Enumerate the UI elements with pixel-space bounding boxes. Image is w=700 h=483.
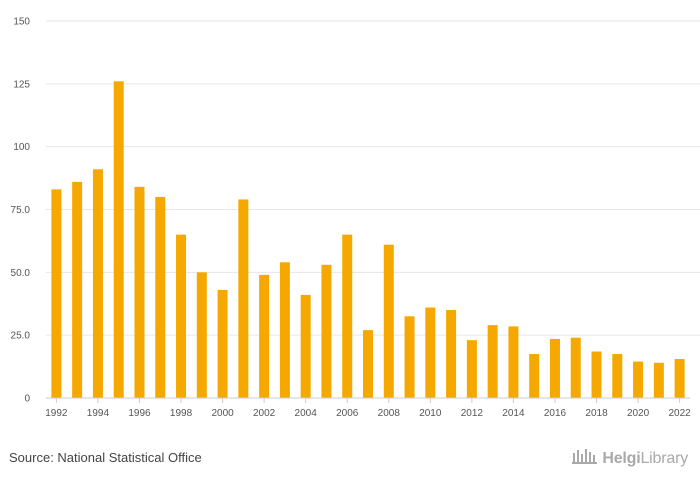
bar-2003[interactable] [279,262,290,398]
x-tick-label: 1996 [128,408,151,419]
bar-1998[interactable] [176,234,187,398]
bar-2021[interactable] [653,362,664,398]
bar-2007[interactable] [363,330,373,398]
x-tick-label: 1998 [170,408,193,419]
helgilibrary-logo-icon [572,447,598,470]
y-tick-label: 0 [24,394,30,405]
y-tick-label: 100 [13,142,30,153]
bar-2010[interactable] [425,307,436,398]
x-tick-label: 2022 [668,408,691,419]
bar-2005[interactable] [321,264,332,398]
x-tick-label: 2010 [419,408,442,419]
bar-1992[interactable] [51,189,62,398]
x-tick-label: 1992 [45,408,68,419]
x-tick-label: 1994 [87,408,110,419]
bar-2004[interactable] [300,294,311,398]
x-tick-label: 2006 [336,408,359,419]
bar-2000[interactable] [217,289,228,398]
x-tick-label: 2012 [461,408,484,419]
x-tick-label: 2018 [585,408,608,419]
y-tick-label: 75.0 [11,205,31,216]
bar-2001[interactable] [238,199,249,398]
bar-1999[interactable] [196,272,207,398]
x-tick-label: 2000 [211,408,234,419]
bar-1993[interactable] [72,181,83,398]
bar-2017[interactable] [570,337,581,398]
y-tick-label: 50.0 [11,268,31,279]
bar-chart: 0 25.0 50.0 75.0 100 125 150 1992 1994 1996 1998 2… [11,17,700,419]
bar-1995[interactable] [113,81,124,398]
bar-2014[interactable] [508,326,519,398]
bar-1994[interactable] [92,169,103,398]
bar-2019[interactable] [612,354,623,398]
bar-2002[interactable] [259,274,270,398]
x-tick-label: 2014 [502,408,525,419]
bar-2011[interactable] [446,310,457,398]
bar-1996[interactable] [134,186,145,398]
gridlines [46,20,700,336]
x-tick-label: 2002 [253,408,276,419]
y-axis-ticks: 0 25.0 50.0 75.0 100 125 150 [11,17,31,405]
x-tick-label: 2004 [295,408,318,419]
y-tick-label: 25.0 [11,331,31,342]
bar-2022[interactable] [674,359,685,398]
logo-text: HelgiLibrary [602,449,688,467]
bar-2012[interactable] [466,340,477,398]
helgilibrary-logo[interactable]: HelgiLibrary [572,447,688,470]
source-note: Source: National Statistical Office [9,450,202,465]
x-tick-label: 2020 [627,408,650,419]
bars [51,81,685,399]
bar-2006[interactable] [342,234,353,398]
bar-2016[interactable] [549,338,560,398]
bar-2008[interactable] [383,244,394,398]
y-tick-label: 125 [13,79,30,90]
x-axis-ticks: 1992 1994 1996 1998 2000 2002 2004 2006 2008 2010… [45,398,691,419]
bar-1997[interactable] [155,196,166,398]
bar-2018[interactable] [591,351,602,399]
bar-2020[interactable] [633,361,644,398]
bar-2013[interactable] [487,325,498,398]
bar-2009[interactable] [404,316,415,398]
bar-2015[interactable] [529,354,540,398]
x-tick-label: 2008 [378,408,401,419]
x-tick-label: 2016 [544,408,567,419]
y-tick-label: 150 [13,17,30,28]
